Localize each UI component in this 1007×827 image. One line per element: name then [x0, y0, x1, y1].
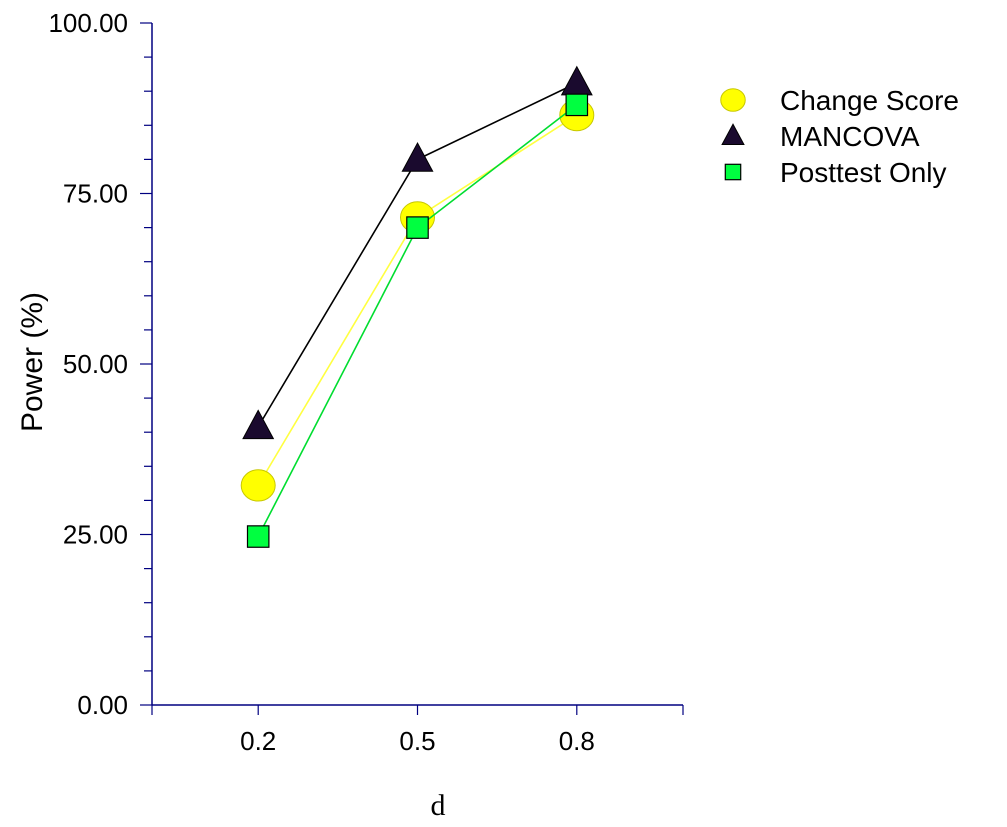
- y-tick-label: 0.00: [77, 690, 128, 720]
- data-point-mancova: [560, 65, 593, 96]
- legend-marker-mancova: [721, 123, 745, 146]
- series-layer: [240, 65, 595, 548]
- x-tick-label: 0.2: [240, 726, 276, 756]
- x-axis-label: d: [431, 789, 446, 822]
- y-tick-label: 75.00: [63, 179, 128, 209]
- legend-marker-posttest-only: [724, 163, 742, 181]
- data-point-mancova: [242, 409, 275, 440]
- x-tick-label: 0.8: [559, 726, 595, 756]
- y-tick-label: 100.00: [48, 8, 128, 38]
- y-axis-label: Power (%): [16, 292, 49, 432]
- legend-label-change-score: Change Score: [780, 85, 959, 116]
- series-mancova: [242, 65, 593, 440]
- legend: Change Score MANCOVA Posttest Only: [720, 85, 959, 188]
- y-tick-label: 25.00: [63, 520, 128, 550]
- data-point-change-score: [240, 469, 276, 502]
- data-point-posttest-only: [406, 216, 429, 239]
- data-point-posttest-only: [246, 525, 270, 548]
- series-posttest-only: [246, 93, 589, 548]
- y-tick-label: 50.00: [63, 349, 128, 379]
- data-point-mancova: [401, 142, 434, 172]
- legend-label-posttest-only: Posttest Only: [780, 157, 947, 188]
- x-tick-label: 0.5: [399, 726, 435, 756]
- series-line-mancova: [257, 82, 578, 428]
- legend-marker-change-score: [720, 88, 746, 112]
- data-point-posttest-only: [565, 93, 589, 117]
- axes: 0.00 25.00 50.00 75.00 100.00 0.2 0.5 0.8: [48, 8, 684, 756]
- legend-label-mancova: MANCOVA: [780, 121, 920, 152]
